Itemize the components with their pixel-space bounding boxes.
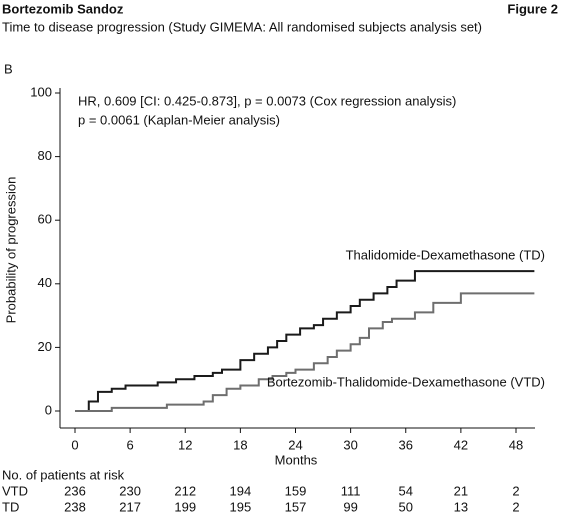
risk-value: 111	[341, 483, 361, 498]
y-tick-label: 100	[30, 84, 52, 99]
x-tick-label: 12	[178, 437, 192, 452]
risk-value: 54	[399, 483, 413, 498]
km-curve	[75, 292, 535, 412]
y-tick-label: 20	[38, 339, 52, 354]
series-label: Thalidomide-Dexamethasone (TD)	[346, 247, 545, 262]
risk-value: 21	[454, 483, 468, 498]
x-tick-label: 42	[454, 437, 468, 452]
y-tick-label: 80	[38, 148, 52, 163]
y-tick-label: 60	[38, 212, 52, 227]
y-tick-label: 0	[45, 402, 52, 417]
annotation: HR, 0.609 [CI: 0.425-0.873], p = 0.0073 …	[78, 93, 456, 108]
risk-value: 212	[174, 483, 196, 498]
risk-value: 230	[119, 483, 141, 498]
risk-value: 159	[285, 483, 307, 498]
x-tick-label: 0	[71, 437, 78, 452]
km-curve	[75, 270, 535, 412]
x-tick-label: 48	[509, 437, 523, 452]
risk-value: 2	[512, 499, 519, 514]
x-tick-label: 6	[127, 437, 134, 452]
figure-label: Figure 2	[507, 1, 558, 16]
subtitle: Time to disease progression (Study GIMEM…	[2, 19, 482, 34]
risk-value: 194	[230, 483, 252, 498]
risk-value: 217	[119, 499, 141, 514]
risk-value: 2	[512, 483, 519, 498]
risk-value: 50	[399, 499, 413, 514]
x-tick-label: 24	[288, 437, 302, 452]
panel-label: B	[4, 61, 13, 76]
risk-value: 199	[174, 499, 196, 514]
x-tick-label: 18	[233, 437, 247, 452]
risk-value: 236	[64, 483, 86, 498]
risk-value: 157	[285, 499, 307, 514]
x-axis-label: Months	[275, 452, 318, 467]
y-axis-label: Probability of progression	[3, 177, 18, 324]
risk-title: No. of patients at risk	[2, 467, 125, 482]
series-label: Bortezomib-Thalidomide-Dexamethasone (VT…	[267, 374, 545, 389]
risk-value: 99	[343, 499, 357, 514]
x-tick-label: 30	[343, 437, 357, 452]
y-tick-label: 40	[38, 275, 52, 290]
x-tick-label: 36	[399, 437, 413, 452]
risk-value: 13	[454, 499, 468, 514]
risk-value: 195	[230, 499, 252, 514]
risk-row-label: TD	[2, 499, 19, 514]
header-title: Bortezomib Sandoz	[2, 1, 124, 16]
risk-value: 238	[64, 499, 86, 514]
risk-row-label: VTD	[2, 483, 28, 498]
annotation: p = 0.0061 (Kaplan-Meier analysis)	[78, 112, 280, 127]
